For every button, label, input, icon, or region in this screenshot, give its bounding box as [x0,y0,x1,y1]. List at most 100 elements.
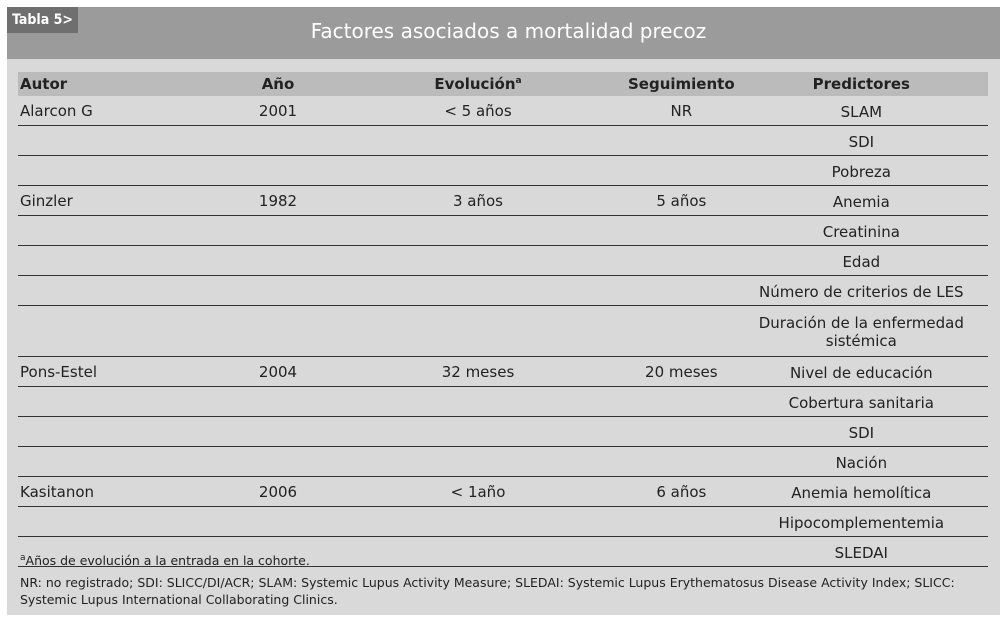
cell-autor: Ginzler [18,185,228,216]
cell-autor [18,275,228,306]
cell-anio [228,155,328,186]
cell-anio [228,446,328,477]
table-row: Pobreza [18,155,988,186]
cell-seguimiento [628,305,735,357]
cell-predictor: SDI [734,416,988,447]
cell-predictor: Nación [734,446,988,477]
cell-evolucion: 3 años [328,185,628,216]
cell-anio [228,386,328,417]
table-row: Hipocomplementemia [18,506,988,537]
cell-autor [18,386,228,417]
cell-evolucion: 32 meses [328,356,628,387]
cell-predictor: Creatinina [734,215,988,246]
cell-anio [228,215,328,246]
table-row: SDI [18,125,988,156]
cell-anio [228,245,328,276]
cell-autor [18,446,228,477]
cell-seguimiento: 20 meses [628,356,735,387]
cell-evolucion: < 5 años [328,96,628,126]
footnote: aAños de evolución a la entrada en la co… [20,550,990,569]
cell-anio: 2001 [228,96,328,126]
cell-seguimiento: NR [628,96,735,126]
cell-predictor: Número de criterios de LES [734,275,988,306]
cell-seguimiento [628,155,735,186]
cell-seguimiento [628,416,735,447]
table-panel: Tabla 5> Factores asociados a mortalidad… [7,7,1000,615]
table-title: Factores asociados a mortalidad precoz [310,19,707,43]
header-seguimiento: Seguimiento [628,72,735,96]
cell-evolucion [328,155,628,186]
cell-seguimiento [628,215,735,246]
cell-anio [228,275,328,306]
cell-autor [18,155,228,186]
cell-seguimiento [628,245,735,276]
cell-seguimiento [628,386,735,417]
data-table: Autor Año Evolucióna Seguimiento Predict… [18,72,988,567]
table-number-badge: Tabla 5> [7,7,78,33]
cell-evolucion [328,125,628,156]
cell-autor [18,245,228,276]
cell-evolucion [328,305,628,357]
cell-autor [18,215,228,246]
cell-anio: 2004 [228,356,328,387]
header-predictores: Predictores [734,72,988,96]
cell-autor: Pons-Estel [18,356,228,387]
cell-evolucion [328,416,628,447]
cell-predictor: Cobertura sanitaria [734,386,988,417]
cell-seguimiento [628,275,735,306]
cell-anio: 1982 [228,185,328,216]
footnote-marker: a [20,553,26,563]
header-evolucion: Evolucióna [328,72,628,96]
cell-seguimiento: 6 años [628,476,735,507]
header-anio: Año [228,72,328,96]
cell-evolucion: < 1año [328,476,628,507]
cell-seguimiento [628,506,735,537]
table-row: Ginzler 1982 3 años 5 años Anemia [18,185,988,216]
table-row: Alarcon G 2001 < 5 años NR SLAM [18,96,988,126]
cell-autor [18,305,228,357]
cell-evolucion [328,215,628,246]
cell-predictor: Edad [734,245,988,276]
cell-evolucion [328,506,628,537]
cell-predictor: Anemia [734,185,988,216]
cell-predictor: Duración de la enfermedad sistémica [734,305,988,357]
table-row: Nación [18,446,988,477]
table-row: SDI [18,416,988,447]
cell-autor: Alarcon G [18,96,228,126]
cell-evolucion [328,275,628,306]
header-evolucion-text: Evolución [434,75,516,93]
title-bar: Tabla 5> Factores asociados a mortalidad… [7,7,1000,59]
cell-predictor: SLEDAI [734,536,988,567]
abbreviations: NR: no registrado; SDI: SLICC/DI/ACR; SL… [20,575,955,607]
cell-predictor: Anemia hemolítica [734,476,988,507]
cell-autor [18,506,228,537]
cell-predictor: Nivel de educación [734,356,988,387]
cell-seguimiento [628,125,735,156]
table-row: Duración de la enfermedad sistémica [18,305,988,357]
cell-predictor: Hipocomplementemia [734,506,988,537]
cell-evolucion [328,245,628,276]
table-row: Creatinina [18,215,988,246]
cell-anio [228,305,328,357]
table-row: Número de criterios de LES [18,275,988,306]
table-row: Edad [18,245,988,276]
cell-seguimiento [628,446,735,477]
cell-predictor: SDI [734,125,988,156]
cell-predictor: Pobreza [734,155,988,186]
cell-autor [18,536,228,567]
cell-anio [228,536,328,567]
table-row: Cobertura sanitaria [18,386,988,417]
table-row: Pons-Estel 2004 32 meses 20 meses Nivel de e… [18,356,988,387]
cell-evolucion [328,536,628,567]
cell-evolucion [328,446,628,477]
table-row: SLEDAI [18,536,988,567]
cell-anio [228,506,328,537]
header-row: Autor Año Evolucióna Seguimiento Predict… [18,72,988,96]
cell-autor [18,416,228,447]
cell-anio: 2006 [228,476,328,507]
table-row: Kasitanon 2006 < 1año 6 años Anemia hemolíti… [18,476,988,507]
cell-autor: Kasitanon [18,476,228,507]
cell-anio [228,416,328,447]
cell-predictor: SLAM [734,96,988,126]
footnote-text: Años de evolución a la entrada en la coh… [25,553,310,569]
